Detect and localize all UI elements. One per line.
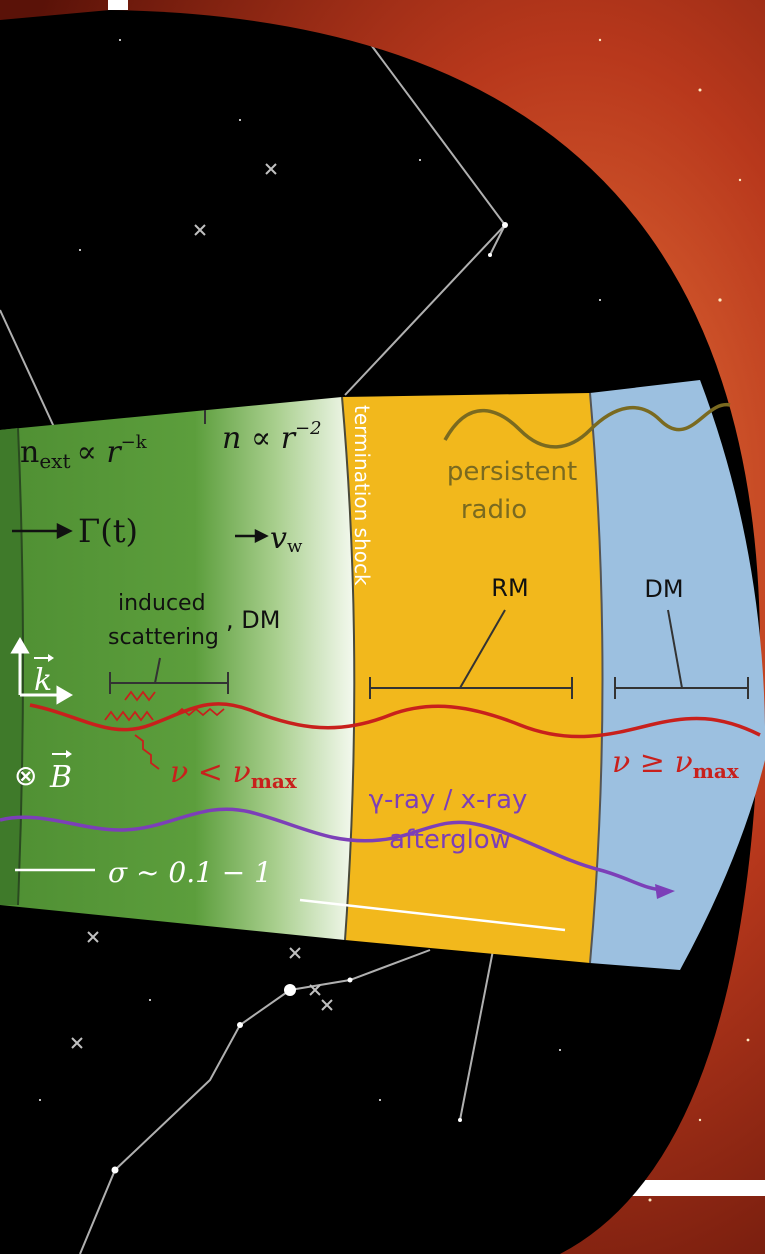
rm-label: RM	[491, 574, 528, 602]
blue-dm-label: DM	[644, 575, 683, 603]
green-zone	[0, 397, 355, 940]
blue-zone	[590, 380, 765, 970]
yellow-zone	[342, 393, 603, 963]
external-density-label: next ∝ r−k	[20, 432, 148, 473]
magnetization-label: σ ~ 0.1 − 1	[108, 856, 272, 889]
lorentz-factor-label: Γ(t)	[78, 512, 138, 550]
afterglow-label: γ-ray / x-ray	[369, 785, 528, 815]
cross-markers	[71, 163, 333, 1049]
persistent-radio-wave	[443, 403, 731, 449]
induced-scattering-squiggles	[104, 690, 225, 770]
shock-band	[0, 380, 765, 970]
green-dm-label: , DM	[226, 606, 280, 634]
magnetic-field-label: B	[49, 760, 72, 795]
green-frequency-condition: ν < νmax	[170, 755, 298, 793]
constellation-stars	[39, 39, 601, 1174]
wave-vector-label: k	[34, 663, 52, 698]
blue-frequency-condition: ν ≥ νmax	[612, 745, 740, 783]
sigma-line	[299, 898, 566, 932]
persistent-radio-label: persistent	[447, 457, 577, 487]
contact-discontinuity	[589, 392, 604, 964]
induced-scattering-label-2: scattering	[108, 625, 219, 650]
termination-shock-line	[341, 396, 356, 941]
wind-density-label: n ∝ r−2	[222, 418, 322, 456]
afterglow-wave	[0, 807, 666, 892]
induced-scattering-label: induced	[118, 591, 206, 616]
afterglow-arrow-head	[655, 884, 675, 899]
afterglow-label-2: afterglow	[389, 825, 511, 855]
flow-arrows	[12, 522, 269, 544]
top-white-bar	[108, 0, 128, 10]
radio-burst-wave	[29, 702, 761, 739]
wind-velocity-label: vw	[270, 521, 303, 557]
axis-arrows	[10, 637, 73, 705]
scale-bars	[109, 609, 749, 699]
inner-edge	[0, 428, 23, 905]
termination-shock-label: termination shock	[350, 405, 374, 586]
persistent-radio-label-2: radio	[461, 495, 527, 525]
magnetic-field-symbol: ⊗	[14, 759, 37, 792]
